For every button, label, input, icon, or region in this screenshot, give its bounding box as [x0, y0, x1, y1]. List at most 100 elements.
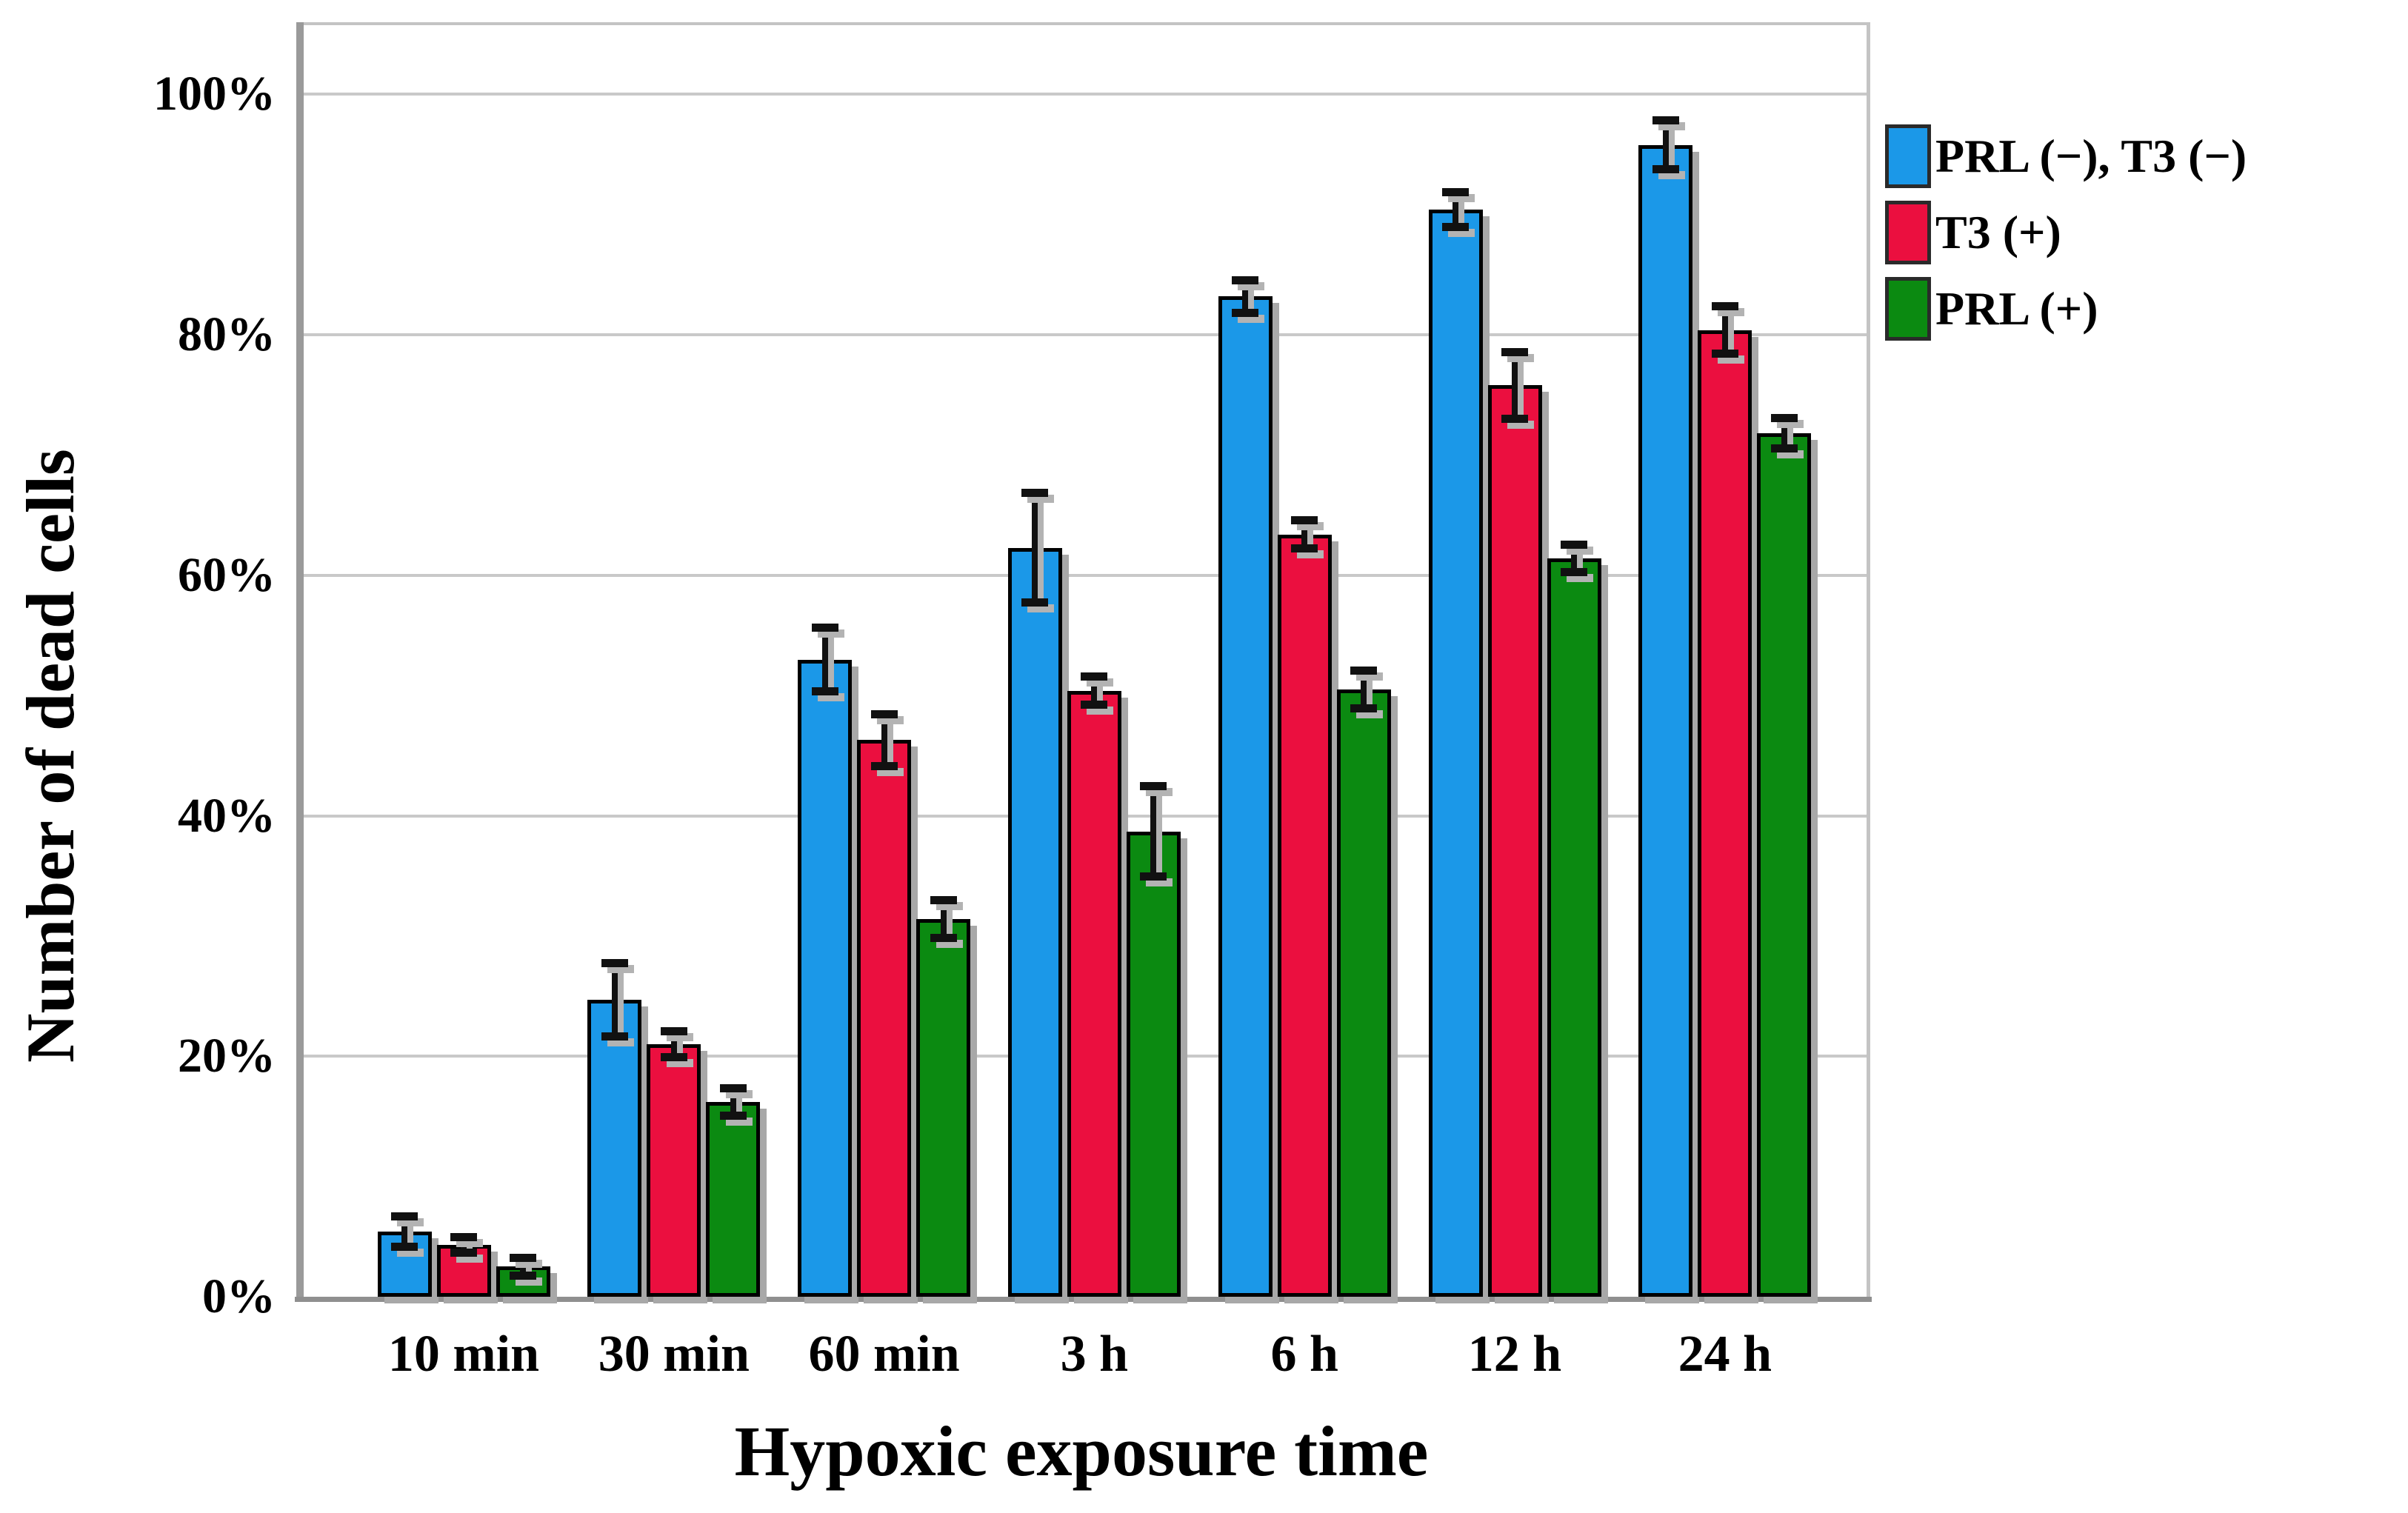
bar-30 min-PRL (+)	[706, 1101, 761, 1297]
bar-3 h-T3 (+)	[1067, 690, 1121, 1297]
bar-24 h-T3 (+)	[1698, 330, 1752, 1297]
error-bar-cap-bottom	[1652, 165, 1679, 174]
legend-swatch-icon	[1885, 124, 1931, 188]
error-bar-stem	[401, 1218, 407, 1246]
bar-30 min-PRL (−), T3 (−)	[587, 999, 642, 1297]
error-bar-stem	[461, 1239, 467, 1252]
y-axis-line	[296, 22, 304, 1297]
error-bar-stem	[1091, 678, 1098, 703]
error-bar-cap-bottom	[870, 761, 898, 770]
legend-swatch-icon	[1885, 277, 1931, 341]
y-tick-label: 40%	[178, 788, 276, 843]
error-bar-cap-bottom	[1021, 598, 1049, 607]
error-bar-cap-bottom	[1140, 872, 1167, 881]
y-tick-label: 80%	[178, 307, 276, 362]
error-bar-cap-top	[1021, 489, 1049, 498]
legend-label: PRL (+)	[1935, 282, 2098, 335]
error-bar-cap-top	[391, 1212, 418, 1221]
error-bar-stem	[1781, 420, 1787, 447]
x-category-label: 30 min	[598, 1326, 750, 1383]
error-bar-cap-top	[1291, 516, 1318, 525]
error-bar-cap-top	[1501, 348, 1528, 357]
error-bar-cap-bottom	[1561, 568, 1587, 577]
gridline-60%	[302, 573, 1867, 577]
error-bar-cap-bottom	[450, 1249, 477, 1258]
error-bar-stem	[1361, 672, 1367, 707]
x-category-label: 60 min	[808, 1326, 960, 1383]
legend-row: PRL (−), T3 (−)	[1885, 124, 2247, 188]
x-category-label: 6 h	[1270, 1326, 1338, 1383]
legend-swatch-icon	[1885, 201, 1931, 264]
bar-3 h-PRL (+)	[1126, 831, 1181, 1297]
error-bar-cap-top	[719, 1083, 747, 1092]
error-bar-stem	[1242, 281, 1249, 311]
legend-row: PRL (+)	[1885, 277, 2247, 341]
error-bar-cap-bottom	[1081, 700, 1108, 709]
error-bar-stem	[1662, 121, 1669, 168]
plot-frame-right	[1867, 22, 1870, 1301]
error-bar-cap-top	[1442, 188, 1469, 197]
bar-60 min-PRL (+)	[916, 919, 971, 1297]
error-bar-stem	[1032, 495, 1038, 601]
error-bar-cap-bottom	[660, 1052, 687, 1061]
error-bar-cap-top	[1350, 667, 1378, 675]
error-bar-cap-bottom	[1770, 444, 1798, 453]
error-bar-stem	[1301, 522, 1308, 547]
error-bar-cap-top	[1770, 414, 1798, 423]
error-bar-stem	[1150, 788, 1157, 875]
error-bar-cap-top	[930, 896, 957, 905]
error-bar-stem	[1512, 354, 1518, 417]
gridline-80%	[302, 333, 1867, 337]
error-bar-cap-top	[1232, 275, 1259, 284]
bar-60 min-PRL (−), T3 (−)	[798, 659, 853, 1297]
bar-6 h-T3 (+)	[1277, 534, 1332, 1297]
error-bar-cap-top	[870, 709, 898, 718]
error-bar-cap-top	[1140, 782, 1167, 791]
bar-12 h-PRL (−), T3 (−)	[1428, 210, 1483, 1297]
error-bar-cap-top	[1652, 116, 1679, 124]
x-axis-title: Hypoxic exposure time	[734, 1412, 1429, 1491]
error-bar-stem	[611, 964, 618, 1035]
error-bar-cap-bottom	[1232, 308, 1259, 317]
y-axis-title: Number of dead cells	[13, 449, 88, 1063]
y-tick-label: 60%	[178, 547, 276, 602]
error-bar-cap-bottom	[930, 933, 957, 942]
x-category-label: 12 h	[1467, 1326, 1562, 1383]
x-category-label: 24 h	[1678, 1326, 1772, 1383]
legend: PRL (−), T3 (−) T3 (+) PRL (+)	[1885, 124, 2247, 353]
x-category-label: 10 min	[387, 1326, 540, 1383]
error-bar-stem	[940, 902, 947, 936]
error-bar-cap-bottom	[391, 1243, 418, 1252]
error-bar-cap-bottom	[811, 687, 838, 696]
error-bar-stem	[1721, 308, 1728, 352]
error-bar-cap-bottom	[719, 1112, 747, 1120]
x-category-label: 3 h	[1060, 1326, 1129, 1383]
plot-frame-top	[296, 22, 1867, 25]
bar-6 h-PRL (+)	[1336, 689, 1391, 1297]
error-bar-stem	[520, 1259, 526, 1275]
error-bar-stem	[1571, 546, 1577, 571]
error-bar-cap-bottom	[1442, 223, 1469, 232]
error-bar-cap-top	[1081, 672, 1108, 681]
error-bar-stem	[881, 715, 887, 764]
bar-24 h-PRL (+)	[1757, 433, 1812, 1297]
error-bar-cap-top	[601, 958, 628, 967]
error-bar-cap-top	[450, 1233, 477, 1242]
legend-label: T3 (+)	[1935, 206, 2061, 258]
error-bar-cap-top	[660, 1027, 687, 1036]
bar-6 h-PRL (−), T3 (−)	[1218, 296, 1273, 1297]
error-bar-cap-bottom	[1350, 704, 1378, 712]
error-bar-cap-bottom	[601, 1032, 628, 1041]
bar-24 h-PRL (−), T3 (−)	[1638, 144, 1693, 1297]
error-bar-stem	[1453, 194, 1458, 226]
legend-row: T3 (+)	[1885, 201, 2247, 264]
x-axis-line	[295, 1297, 1872, 1302]
bar-12 h-PRL (+)	[1547, 558, 1601, 1297]
bar-30 min-T3 (+)	[647, 1044, 701, 1297]
error-bar-cap-top	[1561, 540, 1587, 549]
y-tick-label: 100%	[153, 67, 276, 121]
error-bar-cap-bottom	[1501, 414, 1528, 423]
error-bar-stem	[670, 1033, 677, 1055]
bar-60 min-T3 (+)	[857, 740, 912, 1297]
